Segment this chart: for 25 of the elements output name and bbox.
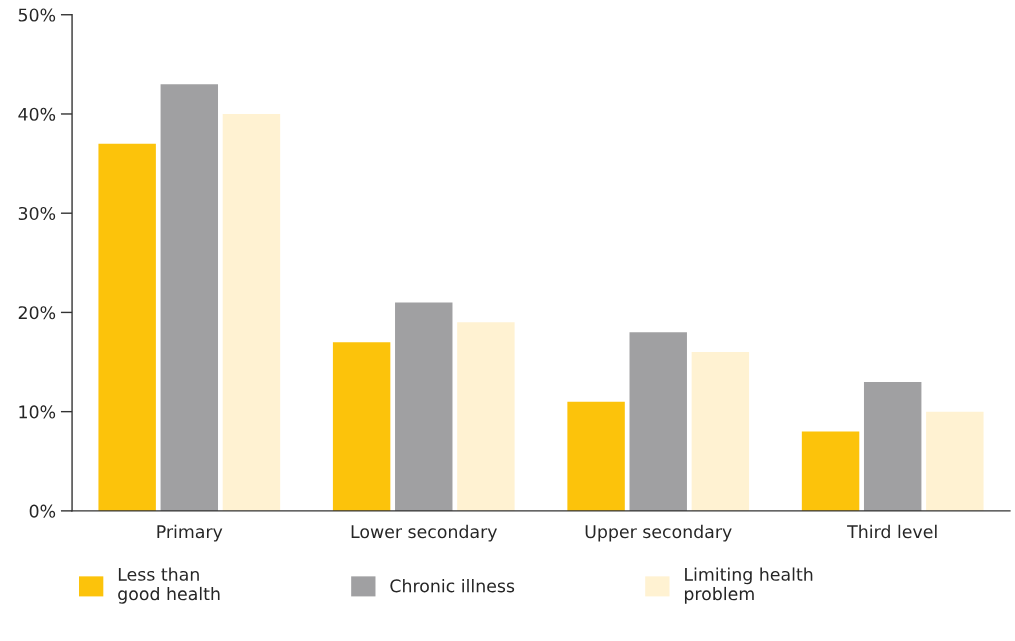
bar bbox=[691, 352, 750, 511]
bar bbox=[395, 302, 453, 511]
bar bbox=[222, 113, 281, 511]
bar bbox=[801, 431, 860, 511]
bar bbox=[98, 143, 156, 511]
y-tick-label: 0% bbox=[29, 504, 56, 518]
y-tick-label: 20% bbox=[18, 306, 56, 320]
legend-label: Chronic illness bbox=[390, 578, 515, 593]
x-tick-label: Lower secondary bbox=[351, 524, 497, 542]
y-tick-label: 10% bbox=[19, 405, 56, 419]
bar bbox=[332, 342, 391, 511]
bar bbox=[567, 401, 625, 511]
bar bbox=[863, 381, 922, 511]
legend-label: Less than good health bbox=[118, 567, 220, 604]
y-tick-label: 40% bbox=[18, 107, 56, 121]
x-tick-label: Primary bbox=[157, 524, 223, 542]
x-tick-label: Upper secondary bbox=[585, 524, 732, 542]
x-tick-label: Third level bbox=[847, 524, 937, 539]
legend-label: Limiting health problem bbox=[684, 567, 813, 604]
bar bbox=[160, 84, 219, 511]
y-tick-label: 30% bbox=[18, 206, 56, 221]
bar bbox=[926, 411, 984, 511]
y-tick-label: 50% bbox=[18, 8, 56, 22]
bar bbox=[629, 332, 687, 511]
bar bbox=[457, 322, 515, 511]
